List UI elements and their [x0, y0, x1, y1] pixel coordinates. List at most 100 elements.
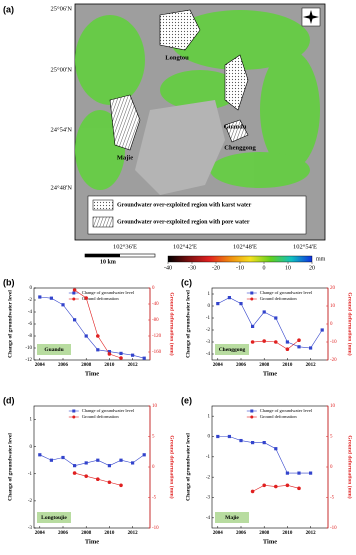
data-point: [107, 352, 112, 356]
y2-axis-label: Ground deformation (mm): [347, 435, 354, 498]
data-point: [38, 295, 42, 299]
y2-tick-label: -20: [330, 358, 337, 363]
y-tick-label: 0: [208, 304, 211, 309]
y-tick-label: 1: [208, 292, 211, 297]
legend-label: Change of groundwater level: [82, 290, 135, 295]
legend-label: Change of groundwater level: [82, 408, 135, 413]
y2-tick-label: -10: [330, 340, 337, 345]
panel-label: (e): [181, 395, 192, 405]
compass-arrow: [303, 10, 319, 24]
y-tick-label: 1: [30, 418, 33, 423]
data-point: [216, 434, 220, 439]
y2-tick-label: 5: [152, 435, 155, 440]
x-tick-label: 2004: [213, 531, 224, 536]
x-tick-label: 2010: [282, 363, 293, 368]
y2-tick-label: 20: [330, 286, 336, 291]
legend-marker: [72, 291, 76, 295]
data-point: [142, 356, 146, 360]
y2-tick-label: 10: [330, 404, 336, 409]
y-tick-label: 0: [30, 286, 33, 291]
y2-tick-label: 10: [152, 404, 158, 409]
data-point: [309, 471, 313, 475]
scale-label: 10 km: [100, 259, 116, 265]
y2-axis-label: Ground deformation (mm): [347, 292, 354, 355]
x-tick-label: 2008: [259, 531, 270, 536]
y2-tick-label: -10: [330, 526, 337, 531]
y-tick-label: -4: [206, 352, 211, 357]
site-label: Guandu: [44, 347, 63, 353]
y-tick-label: -2: [28, 499, 33, 504]
series-line: [39, 296, 145, 359]
panel-label: (a): [3, 4, 14, 14]
y2-tick-label: -80: [152, 318, 159, 323]
legend-swatch: [92, 216, 114, 228]
data-point: [107, 464, 111, 468]
legend-marker: [250, 291, 254, 295]
data-point: [262, 441, 266, 445]
scale-bar: [85, 254, 120, 257]
y-tick-label: -4: [28, 310, 33, 315]
y2-tick-label: 0: [330, 322, 333, 327]
data-point: [251, 324, 255, 328]
data-point: [61, 455, 65, 460]
data-point: [262, 483, 267, 488]
region-label: Chenggong: [224, 144, 256, 151]
y-tick-label: -3: [206, 340, 211, 345]
y2-tick-label: -40: [152, 302, 159, 307]
y-tick-label: -1: [206, 455, 211, 460]
region-area: [224, 119, 249, 143]
data-point: [227, 434, 231, 439]
colorbar-tick-label: 10: [285, 265, 291, 271]
x-axis-label: Time: [263, 538, 277, 545]
data-point: [285, 483, 290, 488]
plot-frame: [33, 405, 151, 529]
y2-tick-label: -120: [152, 334, 162, 339]
x-tick-label: 2008: [81, 363, 92, 368]
data-point: [107, 480, 112, 485]
site-box: [215, 344, 249, 355]
colorbar-tick-label: -20: [212, 265, 220, 271]
x-tick-label: 2004: [213, 363, 224, 368]
legend-text: Groundwater over-exploited region with k…: [117, 202, 252, 208]
data-point: [250, 340, 255, 344]
y-tick-label: -2: [28, 298, 33, 303]
y-tick-label: 0: [208, 435, 211, 440]
y2-tick-label: 10: [330, 304, 336, 309]
y-tick-label: -1: [206, 316, 211, 321]
y-tick-label: 0: [30, 445, 33, 450]
legend-swatch: [92, 199, 114, 211]
y-tick-label: -2: [206, 328, 211, 333]
x-tick-label: 2010: [282, 531, 293, 536]
legend-box: [87, 195, 307, 235]
lat-label: 25°00'N: [51, 66, 73, 73]
colorbar-tick-label: 0: [263, 265, 266, 271]
lon-label: 102°48'E: [233, 243, 257, 250]
site-label: Majie: [225, 515, 239, 521]
site-label: Longtoujie: [41, 515, 67, 521]
data-point: [119, 458, 123, 462]
data-point: [119, 356, 123, 360]
data-point: [274, 447, 278, 451]
data-point: [297, 345, 301, 349]
y2-tick-label: -5: [152, 496, 157, 501]
x-tick-label: 2006: [236, 363, 247, 368]
site-box: [215, 512, 249, 523]
data-point: [216, 302, 220, 306]
legend-label: Ground deformation: [82, 414, 120, 419]
legend-marker: [250, 415, 254, 419]
site-label: Chenggong: [219, 347, 246, 353]
data-point: [251, 441, 255, 445]
y2-axis-label: Ground deformation (mm): [169, 435, 176, 498]
region-label: Longtou: [165, 54, 189, 61]
y2-tick-label: -160: [152, 350, 162, 355]
x-tick-label: 2012: [306, 531, 317, 536]
series-line: [217, 297, 323, 349]
data-point: [285, 347, 290, 352]
plot-frame: [211, 405, 329, 529]
region-area: [109, 94, 141, 151]
data-point: [84, 461, 88, 465]
x-tick-label: 2012: [306, 363, 317, 368]
data-point: [297, 338, 301, 343]
y2-tick-label: 0: [152, 286, 155, 291]
